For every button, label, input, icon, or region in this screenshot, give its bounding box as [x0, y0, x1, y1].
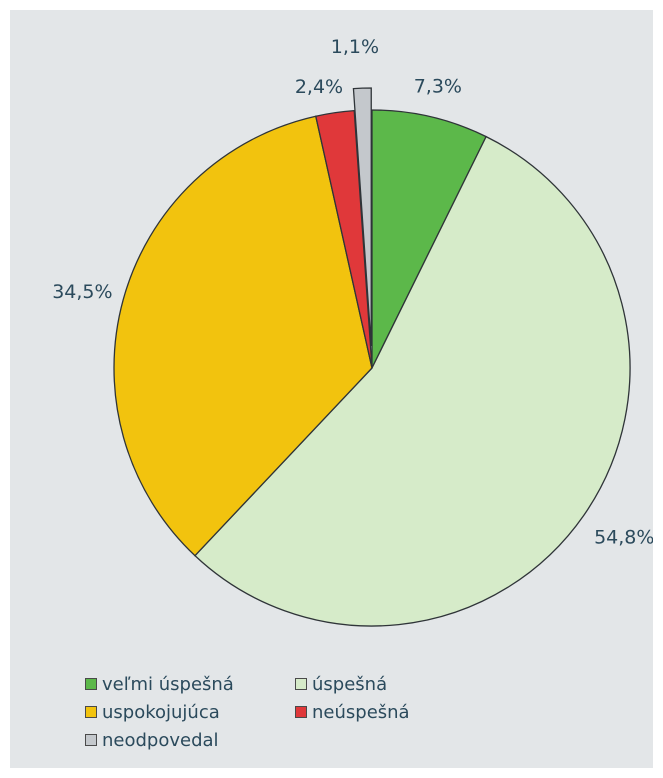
legend-item-neuspesna: neúspešná: [295, 700, 505, 724]
slice-label-velmi-uspesna: 7,3%: [414, 76, 462, 98]
pie-slice-uspokojujuca: [113, 115, 373, 557]
slice-label-neuspesna: 2,4%: [295, 76, 343, 98]
legend: veľmi úspešná úspešná uspokojujúca neúsp…: [85, 672, 505, 752]
legend-item-uspesna: úspešná: [295, 672, 505, 696]
slice-label-uspokojujuca: 34,5%: [52, 281, 112, 303]
legend-label-velmi-uspesna: veľmi úspešná: [102, 673, 234, 695]
legend-label-neodpovedal: neodpovedal: [102, 729, 219, 751]
pie-slice-uspesna: [194, 135, 631, 627]
legend-swatch-neodpovedal: [85, 734, 97, 746]
pie-slice-neuspesna: [314, 109, 373, 369]
pie-slice-neodpovedal: [352, 87, 372, 347]
pie-chart: 7,3% 54,8% 34,5% 2,4% 1,1%: [52, 36, 653, 627]
legend-label-uspokojujuca: uspokojujúca: [102, 701, 220, 723]
legend-item-velmi-uspesna: veľmi úspešná: [85, 672, 295, 696]
slice-label-neodpovedal: 1,1%: [331, 36, 379, 58]
legend-item-uspokojujuca: uspokojujúca: [85, 700, 295, 724]
legend-swatch-velmi-uspesna: [85, 678, 97, 690]
legend-item-neodpovedal: neodpovedal: [85, 728, 295, 752]
legend-swatch-uspesna: [295, 678, 307, 690]
chart-area: 7,3% 54,8% 34,5% 2,4% 1,1% veľmi úspešná úsp…: [10, 10, 653, 768]
legend-label-uspesna: úspešná: [312, 673, 388, 695]
legend-swatch-neuspesna: [295, 706, 307, 718]
legend-label-neuspesna: neúspešná: [312, 701, 410, 723]
slice-label-uspesna: 54,8%: [594, 526, 653, 548]
pie-slice-velmi-uspesna: [371, 109, 487, 369]
legend-swatch-uspokojujuca: [85, 706, 97, 718]
